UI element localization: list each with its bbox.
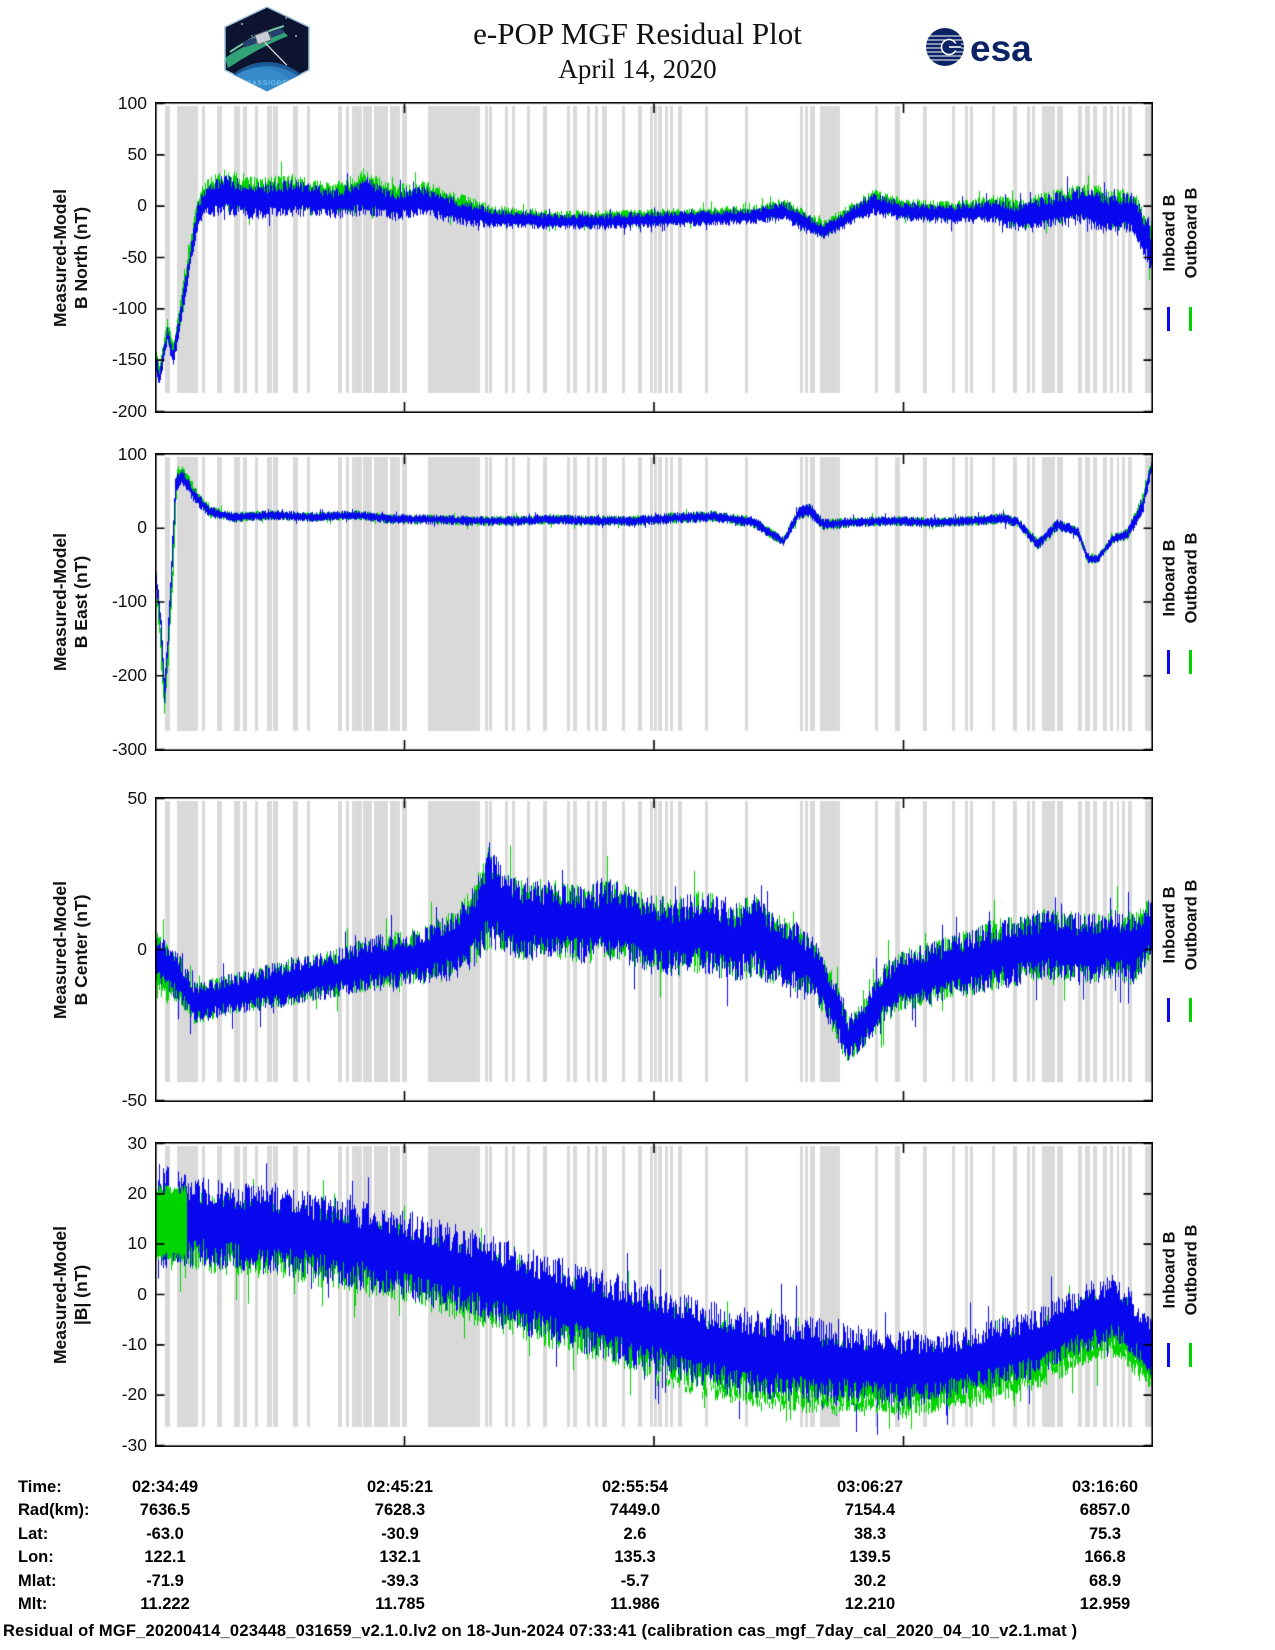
legend-label-inboard-b: Inboard B	[1160, 1231, 1179, 1309]
y-tick-label-b-center: 50	[127, 787, 147, 808]
table-cell-1-2: 7449.0	[609, 1501, 661, 1519]
svg-text:CASSIOPE: CASSIOPE	[246, 80, 287, 87]
table-cell-2-3: 38.3	[853, 1525, 887, 1543]
legend-sample-inboard	[1167, 998, 1170, 1023]
legend-sample-inboard	[1167, 307, 1170, 332]
table-cell-1-0: 7636.5	[139, 1501, 191, 1519]
panel-b-east-plot	[155, 453, 1153, 751]
y-tick-label-b-north: 100	[117, 92, 147, 113]
table-cell-0-4: 03:16:60	[1071, 1478, 1139, 1496]
footer-caption: Residual of MGF_20200414_023448_031659_v…	[3, 1622, 1078, 1640]
legend-label-outboard-b: Outboard B	[1182, 1224, 1201, 1316]
table-cell-4-3: 30.2	[853, 1572, 887, 1590]
axis-label-b-east: Measured-Model B East (nT)	[50, 432, 92, 772]
table-row-label-lon: Lon:	[18, 1548, 54, 1566]
table-cell-1-4: 6857.0	[1079, 1501, 1131, 1519]
y-tick-label-b-north: -200	[111, 400, 147, 421]
table-cell-0-3: 03:06:27	[836, 1478, 904, 1496]
table-cell-5-3: 12.210	[844, 1595, 896, 1613]
legend-label-outboard-b: Outboard B	[1182, 187, 1201, 278]
legend-label-outboard-b: Outboard B	[1182, 532, 1201, 624]
legend-sample-inboard	[1167, 1343, 1170, 1368]
table-row-label-mlat: Mlat:	[18, 1572, 57, 1590]
axis-label-line1: Measured-Model	[50, 1225, 70, 1364]
legend-label-inboard-b: Inboard B	[1160, 194, 1179, 272]
axis-label-line2: |B| (nT)	[71, 1264, 91, 1325]
table-cell-1-1: 7628.3	[374, 1501, 426, 1519]
table-row-label-mlt: Mlt:	[18, 1595, 48, 1613]
table-cell-2-4: 75.3	[1088, 1525, 1122, 1543]
y-tick-label-b-magnitude: 30	[127, 1132, 147, 1153]
legend-sample-outboard	[1189, 1343, 1192, 1368]
table-cell-4-1: -39.3	[381, 1572, 419, 1590]
y-tick-label-b-magnitude: 20	[127, 1182, 147, 1203]
table-cell-5-1: 11.785	[375, 1595, 425, 1613]
table-cell-4-2: -5.7	[620, 1572, 650, 1590]
y-tick-label-b-east: -200	[111, 664, 147, 685]
page-title: e-POP MGF Residual Plot	[473, 16, 802, 51]
table-cell-2-0: -63.0	[146, 1525, 184, 1543]
axis-label-line2: B North (nT)	[71, 206, 91, 309]
legend-label-inboard-b: Inboard B	[1160, 886, 1179, 964]
y-tick-label-b-east: -300	[111, 738, 147, 759]
panel-b-magnitude-plot	[155, 1142, 1153, 1447]
y-tick-label-b-east: -100	[111, 591, 147, 611]
y-tick-label-b-north: -150	[111, 349, 147, 370]
esa-logo-icon: esa	[926, 28, 1032, 69]
table-cell-4-4: 68.9	[1088, 1572, 1122, 1590]
table-cell-2-2: 2.6	[623, 1525, 647, 1543]
legend-sample-outboard	[1189, 307, 1192, 332]
table-cell-3-3: 139.5	[849, 1548, 891, 1566]
table-cell-5-4: 12.959	[1079, 1595, 1131, 1613]
y-tick-label-b-magnitude: -10	[121, 1333, 147, 1354]
table-row-label-radkm: Rad(km):	[18, 1501, 90, 1519]
legend-label-inboard-b: Inboard B	[1160, 539, 1179, 617]
legend-label-outboard-b: Outboard B	[1182, 879, 1201, 971]
axis-label-b-magnitude: Measured-Model |B| (nT)	[50, 1125, 92, 1465]
table-cell-3-0: 122.1	[144, 1548, 186, 1566]
table-cell-4-0: -71.9	[146, 1572, 184, 1590]
svg-text:esa: esa	[970, 28, 1032, 69]
axis-label-line2: B Center (nT)	[71, 894, 91, 1005]
table-cell-0-2: 02:55:54	[601, 1478, 669, 1496]
legend-sample-outboard	[1189, 649, 1192, 674]
table-row-label-time: Time:	[18, 1478, 62, 1496]
table-cell-5-0: 11.222	[140, 1595, 190, 1613]
axis-label-b-north: Measured-Model B North (nT)	[50, 88, 92, 428]
axis-label-line1: Measured-Model	[50, 880, 70, 1019]
table-cell-5-2: 11.986	[610, 1595, 660, 1613]
y-tick-label-b-magnitude: 10	[127, 1233, 147, 1254]
axis-label-line2: B East (nT)	[71, 555, 91, 649]
y-tick-label-b-center: -50	[121, 1089, 147, 1110]
cassiope-mission-patch-icon: CASSIOPE	[224, 6, 310, 92]
axis-label-line1: Measured-Model	[50, 532, 70, 672]
legend-sample-outboard	[1189, 998, 1192, 1023]
table-cell-1-3: 7154.4	[844, 1501, 896, 1519]
y-tick-label-b-east: 100	[117, 443, 147, 464]
y-tick-label-b-magnitude: -30	[121, 1434, 147, 1455]
table-cell-3-2: 135.3	[614, 1548, 656, 1566]
table-cell-3-4: 166.8	[1084, 1548, 1126, 1566]
y-tick-label-b-magnitude: -20	[121, 1384, 147, 1405]
table-cell-2-1: -30.9	[381, 1525, 419, 1543]
table-cell-0-1: 02:45:21	[366, 1478, 434, 1496]
y-tick-label-b-east: 0	[137, 517, 147, 538]
axis-label-line1: Measured-Model	[50, 188, 70, 327]
y-tick-label-b-magnitude: 0	[137, 1283, 147, 1304]
table-row-label-lat: Lat:	[18, 1525, 49, 1543]
table-cell-0-0: 02:34:49	[131, 1478, 199, 1496]
panel-b-center-plot	[155, 797, 1153, 1102]
y-tick-label-b-north: -50	[121, 246, 147, 267]
y-tick-label-b-north: 50	[127, 143, 147, 164]
page-date: April 14, 2020	[558, 54, 717, 84]
y-tick-label-b-north: 0	[137, 195, 147, 216]
panel-b-north-plot	[155, 102, 1153, 413]
y-tick-label-b-center: 0	[137, 938, 147, 959]
axis-label-b-center: Measured-Model B Center (nT)	[50, 780, 92, 1120]
y-tick-label-b-north: -100	[111, 297, 147, 318]
table-cell-3-1: 132.1	[379, 1548, 421, 1566]
legend-sample-inboard	[1167, 649, 1170, 674]
